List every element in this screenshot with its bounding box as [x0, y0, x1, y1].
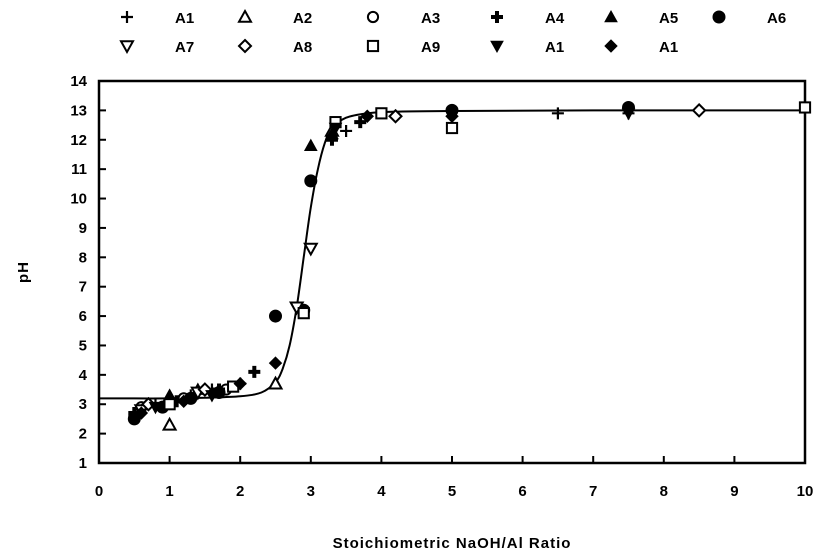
data-point-series-4	[248, 365, 261, 378]
y-tick-label: 14	[70, 73, 87, 90]
data-point-series-10	[621, 108, 636, 121]
data-point-series-10	[328, 122, 343, 136]
data-point-series-8	[691, 102, 707, 118]
data-point-series-6	[304, 174, 318, 188]
data-point-series-9	[798, 101, 812, 114]
y-tick-label: 8	[79, 249, 87, 266]
legend-label: A9	[421, 39, 440, 56]
data-point-series-8	[388, 108, 403, 124]
legend-label: A2	[293, 10, 312, 27]
legend-label: A1	[545, 39, 564, 56]
legend-marker	[712, 10, 726, 24]
data-point-series-9	[375, 107, 388, 120]
data-point-series-5	[303, 138, 318, 151]
legend-label: A6	[767, 10, 786, 27]
legend-label: A5	[659, 10, 678, 27]
data-point-series-2	[161, 416, 178, 431]
legend-marker	[237, 8, 253, 23]
x-tick-label: 5	[448, 483, 456, 500]
x-tick-label: 0	[95, 483, 103, 500]
x-axis: 0 1 2 3 4 5 6 7 8 9 10	[95, 456, 814, 500]
y-tick-label: 3	[79, 396, 87, 413]
y-tick-label: 5	[79, 337, 87, 354]
data-point-series-2	[267, 375, 284, 390]
y-tick-label: 1	[79, 455, 87, 472]
x-tick-label: 3	[307, 483, 315, 500]
x-tick-label: 8	[660, 483, 668, 500]
legend-label: A7	[175, 39, 194, 56]
y-tick-label: 6	[79, 308, 87, 325]
chart-legend: A1 A2 A3 A4 A5 A6 A7 A8 A9 A1 A1	[119, 8, 786, 56]
data-point-series-9	[297, 307, 310, 320]
legend-marker	[604, 39, 618, 53]
data-point-series-9	[445, 121, 459, 135]
y-tick-label: 13	[70, 102, 87, 119]
y-tick-label: 7	[79, 279, 87, 296]
plot-frame	[97, 79, 807, 465]
fit-curve	[99, 109, 806, 400]
x-tick-label: 4	[377, 483, 386, 500]
data-point-series-1	[340, 124, 353, 137]
y-tick-label: 4	[79, 367, 88, 384]
data-point-series-9	[163, 398, 176, 411]
legend-label: A1	[659, 39, 678, 56]
data-point-series-6	[127, 412, 141, 426]
data-point-series-11	[268, 356, 283, 370]
x-tick-label: 9	[730, 483, 738, 500]
data-point-series-4	[354, 116, 367, 129]
legend-label: A3	[421, 10, 440, 27]
legend-marker	[366, 10, 380, 24]
legend-label: A8	[293, 39, 312, 56]
legend-marker	[119, 40, 135, 55]
data-point-series-6	[269, 309, 282, 323]
data-point-series-10	[205, 390, 219, 403]
x-tick-label: 6	[518, 483, 526, 500]
legend-marker	[121, 11, 133, 23]
x-axis-title: Stoichiometric NaOH/Al Ratio	[333, 535, 572, 552]
y-tick-label: 2	[79, 426, 87, 443]
y-axis-title: pH	[15, 261, 32, 283]
data-point-series-11	[134, 406, 149, 420]
y-tick-label: 9	[79, 220, 87, 237]
data-point-series-11	[445, 109, 459, 123]
legend-label: A4	[545, 10, 565, 27]
x-tick-label: 1	[165, 483, 173, 500]
legend-label: A1	[175, 10, 194, 27]
data-point-series-10	[148, 401, 163, 415]
legend-marker	[490, 40, 504, 54]
legend-marker	[491, 11, 503, 23]
y-tick-label: 11	[71, 161, 87, 178]
legend-marker	[604, 9, 618, 23]
data-point-series-7	[303, 242, 319, 257]
y-tick-label: 12	[70, 132, 87, 149]
data-point-series-11	[360, 109, 374, 123]
data-point-series-11	[177, 394, 191, 408]
x-tick-label: 2	[236, 483, 244, 500]
x-tick-label: 10	[797, 483, 814, 500]
data-points	[127, 100, 812, 431]
data-point-series-1	[551, 107, 564, 120]
legend-marker	[237, 38, 253, 54]
x-tick-label: 7	[589, 483, 597, 500]
data-point-series-11	[233, 376, 247, 391]
legend-marker	[366, 39, 380, 53]
y-tick-label: 10	[70, 191, 87, 208]
